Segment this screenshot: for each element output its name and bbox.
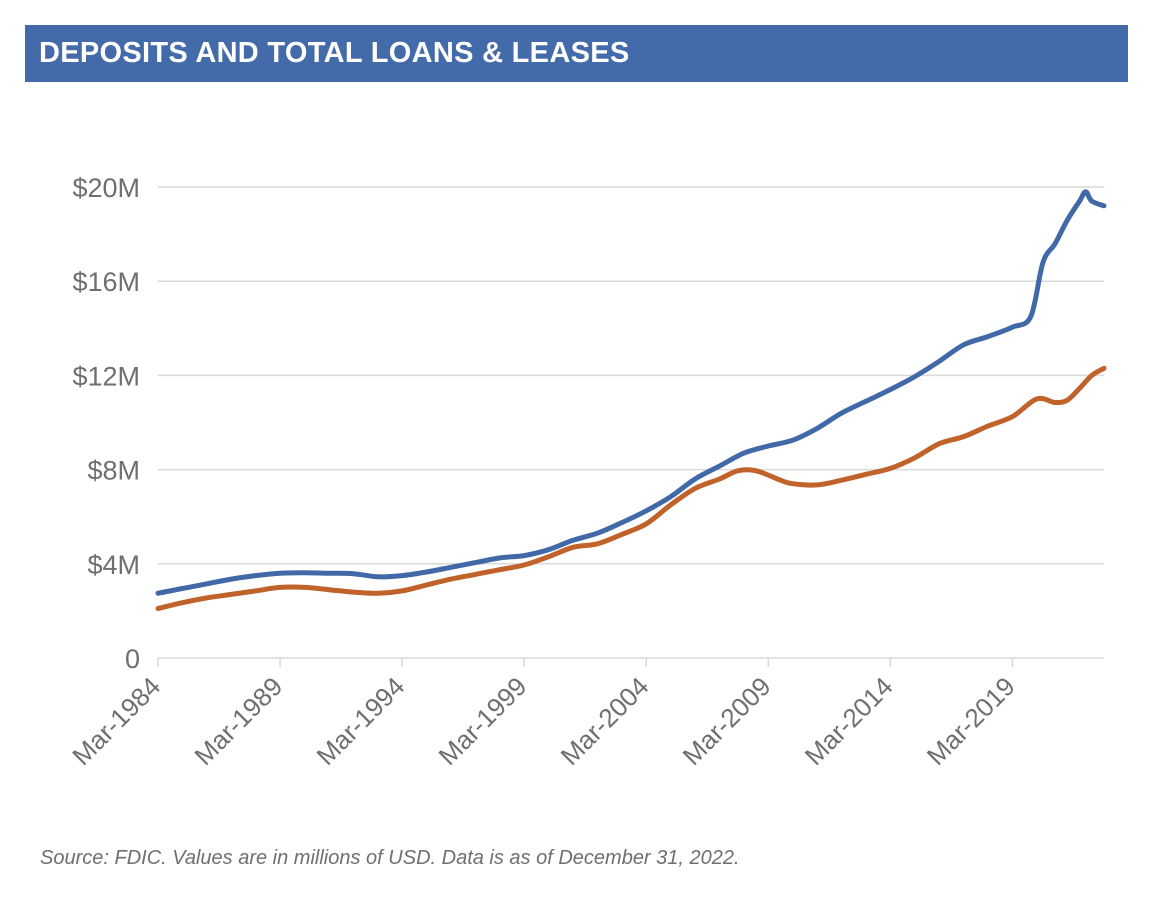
chart-title: DEPOSITS AND TOTAL LOANS & LEASES xyxy=(39,37,630,69)
y-tick-label: $4M xyxy=(87,550,140,580)
x-axis-tick-labels: Mar-1984 Mar-1989 Mar-1994 Mar-1999 Mar-2004… xyxy=(66,671,1020,771)
x-tick-label: Mar-1984 xyxy=(66,671,166,771)
y-tick-label: $8M xyxy=(87,456,140,486)
y-tick-label: $12M xyxy=(72,361,140,391)
grid-lines xyxy=(158,186,1104,565)
x-tick-label: Mar-2019 xyxy=(921,671,1021,771)
chart-title-bar: DEPOSITS AND TOTAL LOANS & LEASES xyxy=(25,25,1128,82)
x-tick-label: Mar-2009 xyxy=(677,671,777,771)
x-tick-label: Mar-2004 xyxy=(555,671,655,771)
source-note: Source: FDIC. Values are in millions of … xyxy=(40,847,740,869)
y-tick-label: $20M xyxy=(72,173,140,203)
x-axis xyxy=(157,657,1104,667)
x-tick-label: Mar-1999 xyxy=(433,671,533,771)
y-tick-label: 0 xyxy=(125,644,140,674)
series-line-loans_leases xyxy=(155,365,1107,611)
x-tick-label: Mar-1994 xyxy=(310,671,410,771)
x-tick-label: Mar-2014 xyxy=(799,671,899,771)
series-lines xyxy=(155,189,1107,611)
y-axis-tick-labels: 0 $4M $8M $12M $16M $20M xyxy=(72,173,140,674)
x-tick-label: Mar-1989 xyxy=(188,671,288,771)
series-line-deposits xyxy=(155,189,1107,596)
y-tick-label: $16M xyxy=(72,267,140,297)
